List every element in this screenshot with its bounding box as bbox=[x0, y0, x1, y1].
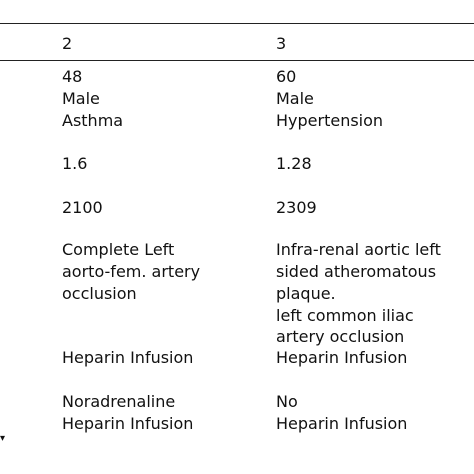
cell-value-b: 2100 bbox=[62, 198, 103, 217]
cell-finding-line-2: aorto-fem. artery bbox=[62, 262, 201, 281]
table-header-rule bbox=[0, 60, 474, 61]
footnote-mark: ▾ bbox=[0, 433, 6, 444]
cell-value-a: 1.28 bbox=[276, 154, 312, 173]
cell-value-a: 1.6 bbox=[62, 154, 88, 173]
cell-anticoag: Heparin Infusion bbox=[62, 414, 194, 433]
column-header-3: 3 bbox=[276, 34, 287, 53]
table-top-rule bbox=[0, 23, 474, 24]
cell-finding-line-1: Complete Left bbox=[62, 240, 175, 259]
cell-anticoag: Heparin Infusion bbox=[276, 414, 408, 433]
cell-age: 48 bbox=[62, 67, 83, 86]
cell-support: Noradrenaline bbox=[62, 392, 176, 411]
cell-treatment: Heparin Infusion bbox=[62, 348, 194, 367]
cell-finding-line-3: plaque. bbox=[276, 284, 336, 303]
cell-finding-line-1: Infra-renal aortic left bbox=[276, 240, 441, 259]
cell-support: No bbox=[276, 392, 298, 411]
cell-finding-line-5: artery occlusion bbox=[276, 327, 405, 346]
cell-finding-line-2: sided atheromatous bbox=[276, 262, 437, 281]
cell-age: 60 bbox=[276, 67, 297, 86]
cell-sex: Male bbox=[276, 89, 314, 108]
column-header-2: 2 bbox=[62, 34, 73, 53]
cell-finding-line-3: occlusion bbox=[62, 284, 137, 303]
cell-sex: Male bbox=[62, 89, 100, 108]
cell-history: Hypertension bbox=[276, 111, 384, 130]
cell-history: Asthma bbox=[62, 111, 124, 130]
cell-value-b: 2309 bbox=[276, 198, 317, 217]
cell-finding-line-4: left common iliac bbox=[276, 306, 414, 325]
cell-treatment: Heparin Infusion bbox=[276, 348, 408, 367]
